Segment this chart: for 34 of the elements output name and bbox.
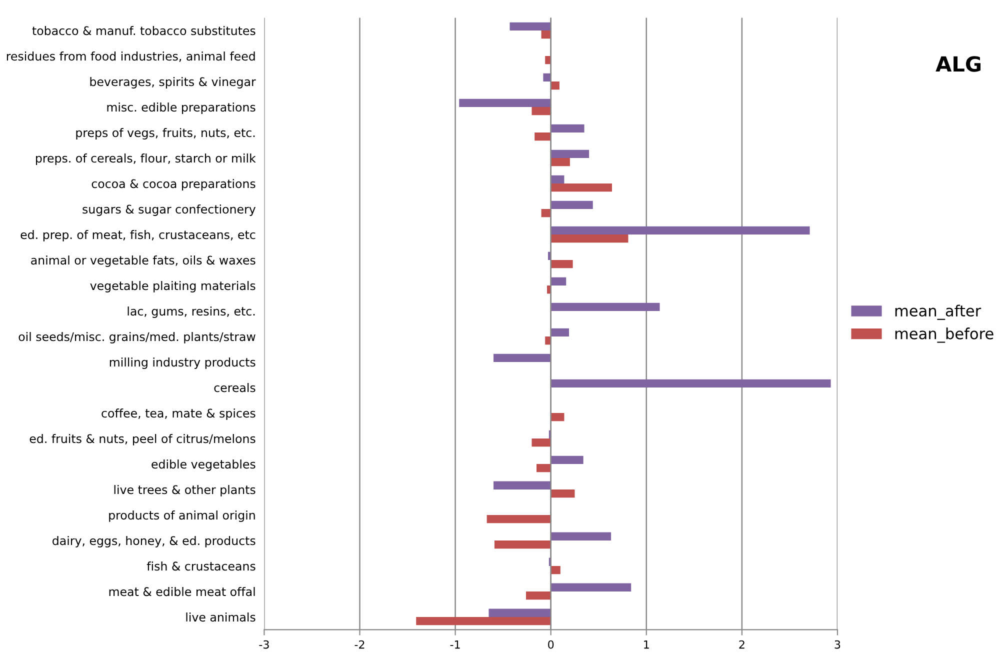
x-tick-label: -2 — [354, 640, 364, 649]
x-tick-label: 2 — [739, 640, 744, 649]
y-tick-label: sugars & sugar confectionery — [82, 204, 256, 216]
y-tick-label: preps. of cereals, flour, starch or milk — [36, 154, 256, 165]
y-tick-label: coffee, tea, mate & spices — [102, 408, 256, 420]
y-tick-label: live animals — [186, 612, 256, 622]
y-tick-label: lac, gums, resins, etc. — [128, 306, 255, 318]
y-tick-label: beverages, spirits & vinegar — [90, 77, 256, 88]
y-tick-label: tobacco & manuf. tobacco substitutes — [32, 26, 256, 36]
y-tick-label: misc. edible preparations — [107, 102, 256, 114]
y-tick-label: products of animal origin — [109, 510, 255, 522]
y-tick-label: vegetable plaiting materials — [90, 281, 256, 292]
y-tick-label: oil seeds/misc. grains/med. plants/straw — [18, 332, 256, 344]
y-tick-label: animal or vegetable fats, oils & waxes — [31, 256, 256, 267]
y-tick-label: ed. prep. of meat, fish, crustaceans, etc — [20, 230, 256, 242]
x-tick-label: -3 — [259, 640, 269, 649]
text: ALG — [936, 56, 981, 72]
y-tick-label: cereals — [214, 382, 256, 392]
y-tick-label: residues from food industries, animal feed — [6, 52, 255, 62]
y-tick-label: fish & crustaceans — [146, 561, 256, 571]
legend-label: mean_after — [895, 304, 982, 320]
x-tick-label: 0 — [548, 640, 554, 649]
x-tick-label: -1 — [450, 640, 460, 649]
y-tick-label: milling industry products — [110, 357, 256, 369]
y-tick-label: cocoa & cocoa preparations — [92, 179, 256, 190]
y-tick-label: preps of vegs, fruits, nuts, etc. — [76, 128, 255, 140]
y-tick-label: meat & edible meat offal — [109, 586, 255, 596]
legend-label: mean_before — [895, 328, 994, 343]
y-tick-label: edible vegetables — [152, 459, 256, 471]
y-tick-label: live trees & other plants — [114, 484, 256, 496]
y-tick-label: dairy, eggs, honey, & ed. products — [52, 536, 256, 548]
y-tick-label: ed. fruits & nuts, peel of citrus/melons — [30, 434, 256, 446]
x-tick-label: 3 — [834, 640, 840, 649]
x-tick-label: 1 — [644, 640, 649, 649]
